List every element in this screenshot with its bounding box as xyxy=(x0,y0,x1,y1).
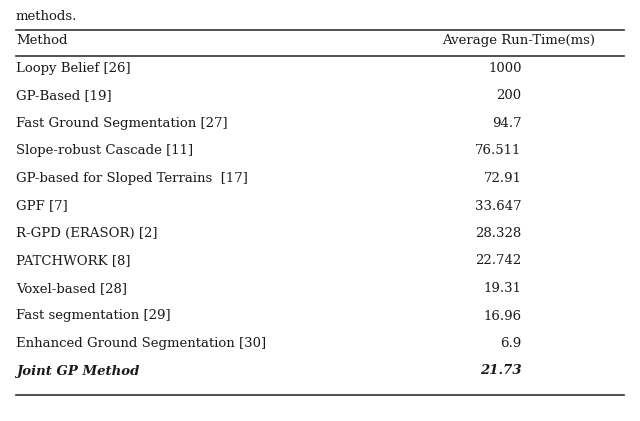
Text: Voxel-based [28]: Voxel-based [28] xyxy=(16,282,127,295)
Text: 16.96: 16.96 xyxy=(483,309,522,322)
Text: 6.9: 6.9 xyxy=(500,337,522,350)
Text: Loopy Belief [26]: Loopy Belief [26] xyxy=(16,62,131,75)
Text: 28.328: 28.328 xyxy=(476,227,522,240)
Text: R-GPD (ERASOR) [2]: R-GPD (ERASOR) [2] xyxy=(16,227,157,240)
Text: Fast Ground Segmentation [27]: Fast Ground Segmentation [27] xyxy=(16,117,228,130)
Text: GP-Based [19]: GP-Based [19] xyxy=(16,90,111,102)
Text: 19.31: 19.31 xyxy=(484,282,522,295)
Text: Fast segmentation [29]: Fast segmentation [29] xyxy=(16,309,171,322)
Text: 76.511: 76.511 xyxy=(476,144,522,157)
Text: 1000: 1000 xyxy=(488,62,522,75)
Text: Joint GP Method: Joint GP Method xyxy=(16,365,140,378)
Text: 200: 200 xyxy=(497,90,522,102)
Text: GP-based for Sloped Terrains  [17]: GP-based for Sloped Terrains [17] xyxy=(16,172,248,185)
Text: 22.742: 22.742 xyxy=(476,255,522,267)
Text: Slope-robust Cascade [11]: Slope-robust Cascade [11] xyxy=(16,144,193,157)
Text: GPF [7]: GPF [7] xyxy=(16,200,68,213)
Text: 72.91: 72.91 xyxy=(484,172,522,185)
Text: Method: Method xyxy=(16,34,67,47)
Text: 94.7: 94.7 xyxy=(492,117,522,130)
Text: Enhanced Ground Segmentation [30]: Enhanced Ground Segmentation [30] xyxy=(16,337,266,350)
Text: methods.: methods. xyxy=(16,10,77,23)
Text: 21.73: 21.73 xyxy=(480,365,522,378)
Text: PATCHWORK [8]: PATCHWORK [8] xyxy=(16,255,131,267)
Text: Average Run-Time(ms): Average Run-Time(ms) xyxy=(442,34,595,47)
Text: 33.647: 33.647 xyxy=(475,200,522,213)
